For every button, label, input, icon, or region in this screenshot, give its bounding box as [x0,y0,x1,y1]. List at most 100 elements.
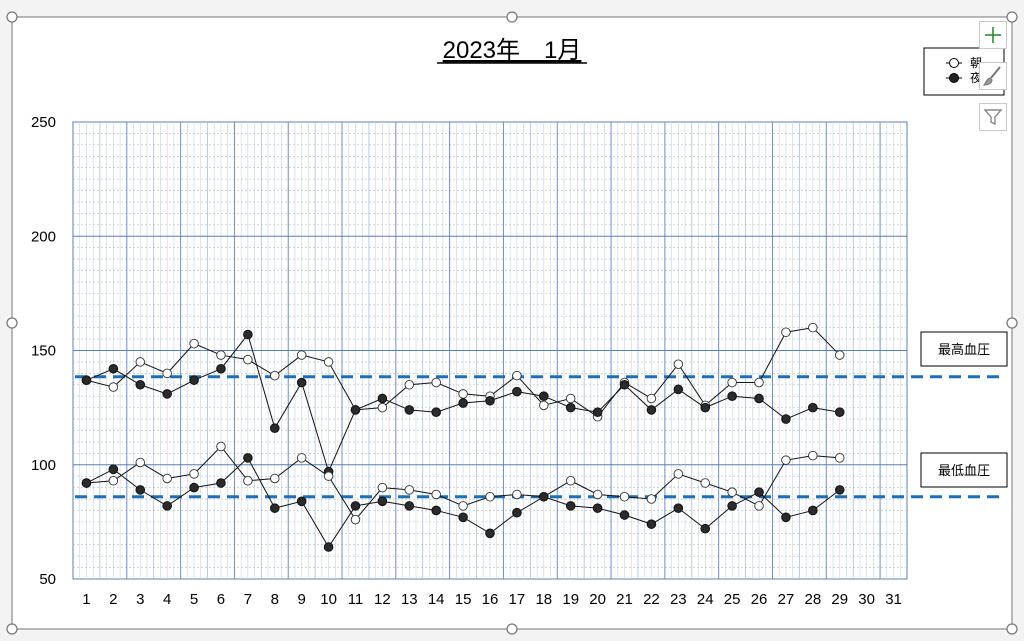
resize-handle[interactable] [6,623,18,635]
point-open [431,377,441,388]
point-filled [162,501,172,511]
point-open [565,393,576,404]
x-tick-label: 14 [428,591,445,608]
x-tick-label: 29 [831,591,848,608]
x-tick-label: 6 [217,591,225,608]
resize-handles[interactable] [6,11,1018,635]
x-tick-label: 25 [724,591,741,608]
point-open [727,377,737,388]
point-filled [216,478,226,488]
x-tick-label: 23 [670,591,687,608]
point-filled [485,395,495,406]
point-open [431,489,441,500]
point-open [458,389,468,399]
point-filled [808,505,818,516]
point-filled [727,501,737,511]
point-open [754,377,764,388]
x-tick-label: 2 [109,591,117,608]
point-open [243,354,253,365]
point-open [404,485,415,495]
x-tick-label: 21 [616,591,633,608]
point-open [162,473,172,484]
x-tick-label: 20 [589,591,606,608]
point-open [512,370,522,381]
point-filled [162,389,172,399]
point-filled [458,512,468,523]
point-filled [485,528,495,539]
grid [72,121,908,580]
resize-handle[interactable] [506,11,518,23]
resize-handle[interactable] [6,11,18,23]
point-open [296,350,307,360]
resize-handle[interactable] [1006,623,1018,635]
point-open [135,357,146,367]
point-filled [592,407,603,417]
point-filled [350,405,361,415]
point-filled [108,363,119,374]
point-filled [646,519,657,529]
x-tick-label: 31 [885,591,902,608]
point-open [162,368,172,379]
point-filled [700,402,711,413]
x-tick-label: 11 [348,591,364,608]
point-open [135,457,146,468]
point-filled [377,496,388,507]
legend-filled-marker [949,73,959,83]
chart-title: 2023年 1月 [443,37,582,64]
legend-open-marker [949,58,959,68]
point-filled [781,512,791,523]
point-filled [781,414,791,424]
x-tick-label: 16 [482,591,499,608]
plus-icon [985,27,1001,43]
x-tick-label: 8 [271,591,279,608]
point-filled [404,405,415,415]
chart-filters-button[interactable] [979,103,1007,131]
ref-label-low-text: 最低血圧 [938,463,990,478]
point-filled [269,423,280,433]
point-filled [808,402,818,413]
point-filled [296,496,307,507]
point-open [404,380,415,390]
x-tick-label: 7 [244,591,252,608]
point-open [216,350,226,360]
point-open [781,327,791,337]
x-tick-label: 27 [778,591,795,608]
point-open [216,441,226,452]
point-filled [619,510,630,520]
x-tick-label: 10 [320,591,337,608]
point-filled [619,379,630,390]
point-filled [404,501,415,511]
point-filled [727,391,737,402]
resize-handle[interactable] [6,317,18,329]
point-open [189,469,199,479]
point-open [512,489,522,500]
point-open [270,473,280,484]
series-layer [81,322,845,552]
point-filled [673,503,684,513]
x-tick-label: 12 [374,591,391,608]
point-filled [431,505,441,516]
point-filled [135,379,146,390]
resize-handle[interactable] [1006,317,1018,329]
resize-handle[interactable] [506,623,518,635]
point-open [834,350,845,360]
x-tick-label: 15 [455,591,472,608]
point-filled [754,393,764,404]
x-tick-label: 28 [804,591,821,608]
point-filled [458,398,468,408]
point-open [754,501,764,511]
resize-handle[interactable] [1006,11,1018,23]
point-open [108,475,119,486]
chart-elements-button[interactable] [979,21,1007,49]
point-filled [565,402,576,413]
chart-styles-button[interactable] [979,62,1007,90]
point-open [296,453,307,463]
point-open [834,453,845,463]
brush-icon [982,66,1001,86]
point-open [485,491,495,502]
point-filled [592,503,603,513]
point-open [619,491,630,502]
point-open [108,382,119,392]
